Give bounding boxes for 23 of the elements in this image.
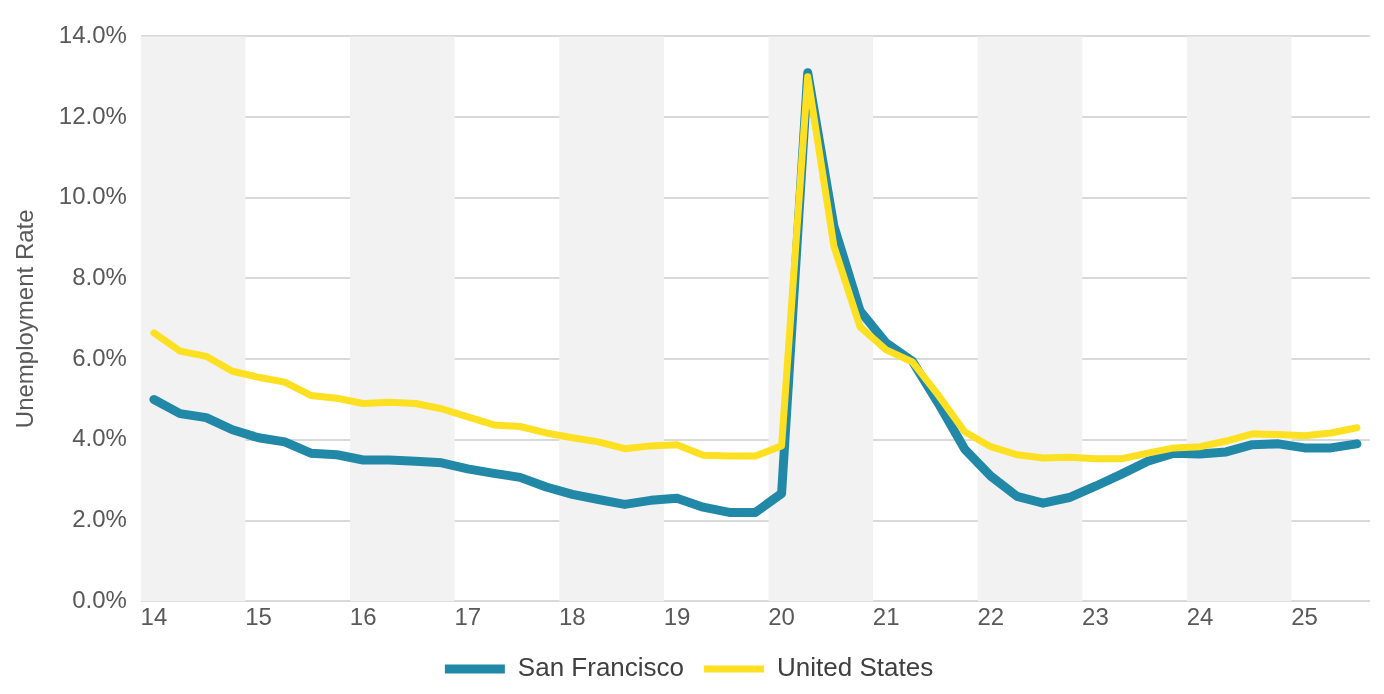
x-tick-label: 20 [768, 603, 795, 631]
x-tick-label: 23 [1082, 603, 1109, 631]
legend-label: United States [777, 652, 934, 683]
x-tick-label: 22 [977, 603, 1005, 631]
y-axis-title: Unemployment Rate [11, 209, 39, 429]
x-tick-label: 24 [1186, 603, 1214, 631]
y-tick-label: 6.0% [72, 343, 127, 371]
x-tick-label: 15 [245, 603, 272, 631]
y-tick-label: 4.0% [72, 424, 127, 452]
x-tick-label: 16 [349, 603, 377, 631]
legend-label: San Francisco [517, 652, 685, 683]
y-tick-label: 10.0% [58, 182, 127, 210]
y-tick-label: 2.0% [72, 505, 127, 533]
x-tick-label: 18 [559, 603, 586, 631]
y-tick-label: 12.0% [58, 101, 127, 129]
x-tick-label: 19 [663, 603, 691, 631]
y-tick-label: 8.0% [72, 263, 127, 291]
x-tick-label: 17 [454, 603, 482, 631]
x-tick-label: 21 [872, 603, 900, 631]
x-tick-label: 25 [1291, 603, 1318, 631]
y-tick-label: 14.0% [58, 21, 127, 49]
y-tick-label: 0.0% [72, 585, 127, 613]
x-tick-label: 14 [140, 603, 168, 631]
